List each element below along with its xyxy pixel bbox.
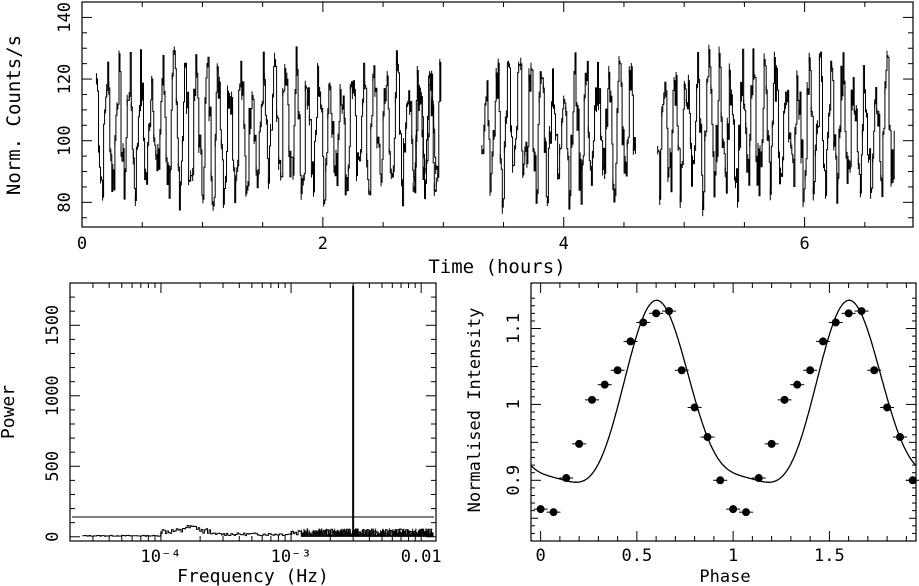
data-point [665,307,674,316]
data-point [588,395,597,404]
light-curve-segment [413,62,442,200]
light-curve-segment [657,48,895,210]
power-spectrum-ticks: 10⁻⁴ 10⁻³ 0.01 0 500 1000 1500 [43,283,442,567]
data-point [883,403,892,412]
light-curve-segment [481,52,636,210]
data-point [870,366,879,375]
x-tick-label: 6 [799,234,809,254]
data-point [549,508,558,517]
data-point [780,395,789,404]
x-tick-label: 0 [77,234,87,254]
x-tick-label: 0.5 [622,546,653,566]
data-point [652,309,661,318]
data-point [908,476,917,485]
light-curve-ticks: 0 2 4 6 80 100 120 140 [55,1,913,254]
data-point [729,505,738,514]
folded-ylabel: Normalised Intensity [465,308,485,513]
x-tick-label: 1 [728,546,738,566]
x-tick-label: 1.5 [814,546,845,566]
y-tick-label: 1 [504,399,524,409]
y-tick-label: 0 [43,532,63,542]
data-point [703,433,712,442]
data-point [831,318,840,327]
model-curve [530,299,917,483]
data-point [716,476,725,485]
data-point [819,337,828,346]
data-point [754,474,763,483]
data-point [639,318,648,327]
data-point [857,307,866,316]
data-point [613,366,622,375]
data-point [690,403,699,412]
y-tick-label: 140 [55,2,75,33]
power-spectrum-ylabel: Power [0,385,19,439]
x-tick-label: 2 [318,234,328,254]
y-tick-label: 120 [55,64,75,95]
folded-light-curve-panel: 0 0.5 1 1.5 0.9 1 1.1 Phase Normalised Intensi… [465,282,919,586]
y-tick-label: 1500 [43,305,63,346]
data-point [677,366,686,375]
power-spectrum-series [72,285,434,537]
folded-series [530,299,919,517]
data-point [896,433,905,442]
y-tick-label: 1.1 [504,313,524,344]
y-tick-label: 1000 [43,375,63,416]
light-curve-segment [96,46,437,211]
power-spectrum-frame [69,282,437,542]
y-tick-label: 100 [55,125,75,156]
data-point [844,309,853,318]
light-curve-xlabel: Time (hours) [428,256,565,278]
y-tick-label: 500 [43,451,63,482]
data-point [575,439,584,448]
x-tick-label: 10⁻⁴ [140,547,181,567]
power-spectrum-xlabel: Frequency (Hz) [177,566,329,586]
data-point [626,337,635,346]
x-tick-label: 4 [559,234,569,254]
light-curve-panel: 0 2 4 6 80 100 120 140 Time (hours) Norm. Count… [3,1,914,278]
data-point [806,366,815,375]
x-tick-label: 10⁻³ [271,547,312,567]
data-point [562,474,571,483]
y-tick-label: 80 [55,192,75,212]
folded-frame [530,282,917,542]
light-curve-frame [81,1,914,228]
x-tick-label: 0.01 [401,547,442,567]
data-point [793,380,802,389]
data-point [767,439,776,448]
folded-ticks: 0 0.5 1 1.5 0.9 1 1.1 [504,283,916,566]
folded-xlabel: Phase [699,567,750,586]
y-tick-label: 0.9 [504,465,524,496]
light-curve-series [95,44,895,217]
x-tick-label: 0 [536,546,546,566]
data-point [536,505,545,514]
data-point [600,380,609,389]
light-curve-ylabel: Norm. Counts/s [3,35,25,195]
data-point [742,508,751,517]
